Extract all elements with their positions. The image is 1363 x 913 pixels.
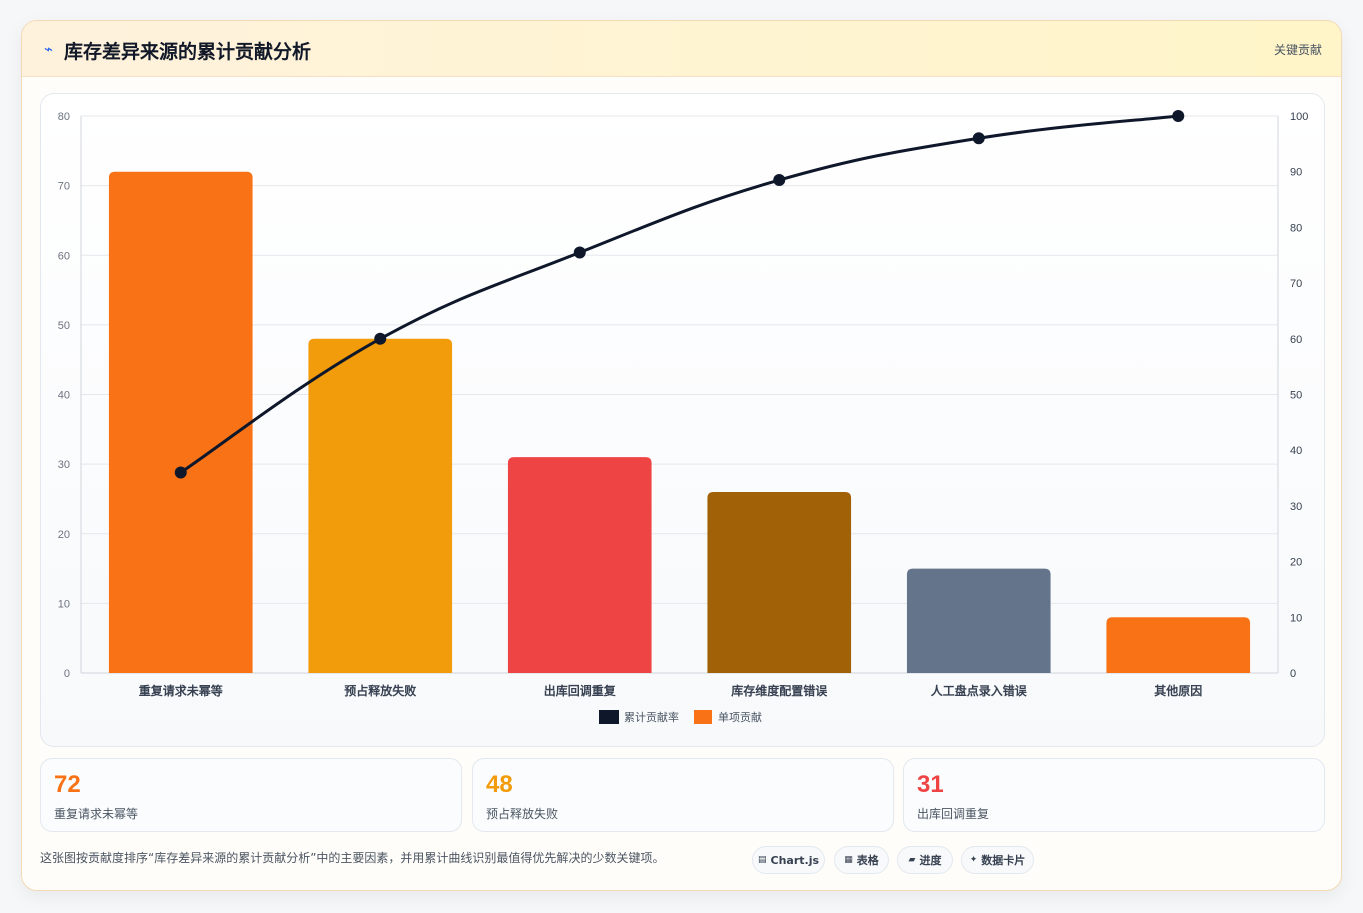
bar: [507, 457, 652, 673]
y-tick-label-right: 100: [1290, 111, 1308, 123]
cumulative-point: [374, 332, 387, 345]
x-tick-label: 库存维度配置错误: [731, 683, 828, 698]
cumulative-point: [1172, 110, 1185, 122]
y-tick-label-right: 20: [1290, 557, 1302, 569]
data-card-tag[interactable]: ✦ 数据卡片: [961, 846, 1034, 874]
cumulative-point: [972, 132, 985, 145]
bar: [308, 338, 453, 673]
stat-card: 31 出库回调重复: [903, 758, 1325, 832]
stat-value: 72: [54, 771, 81, 798]
lightning-icon: ⌁: [44, 40, 54, 58]
cumulative-point: [174, 466, 187, 479]
progress-tag[interactable]: ▰ 进度: [897, 846, 953, 874]
bar: [707, 491, 852, 673]
pill-label: 数据卡片: [981, 854, 1026, 867]
stat-card: 72 重复请求未幂等: [40, 758, 462, 832]
y-tick-label-left: 40: [58, 390, 70, 402]
stat-label: 预占释放失败: [486, 807, 559, 821]
chart-icon: ▤: [757, 855, 767, 865]
legend-swatch-bar: [694, 710, 712, 724]
card-header: ⌁ 库存差异来源的累计贡献分析 关键贡献: [22, 21, 1341, 77]
y-tick-label-right: 90: [1290, 167, 1302, 179]
stat-card: 48 预占释放失败: [472, 758, 894, 832]
stat-label: 重复请求未幂等: [54, 807, 139, 821]
legend-label: 累计贡献率: [624, 710, 679, 724]
x-tick-label: 出库回调重复: [544, 683, 617, 698]
bar: [906, 568, 1051, 673]
y-tick-label-left: 50: [58, 320, 70, 332]
pill-label: 表格: [856, 854, 879, 867]
bar: [108, 171, 253, 673]
chart-panel: 0 10 20 30 40 50 60 70 80 0 10 20 30 40 50 60 70 80 90 100 重…: [40, 93, 1325, 747]
y-tick-label-left: 30: [58, 459, 70, 471]
stat-label: 出库回调重复: [917, 807, 990, 821]
y-tick-label-left: 70: [58, 181, 70, 193]
stat-value: 48: [486, 771, 513, 798]
legend-swatch-line: [599, 710, 619, 724]
table-icon: ▦: [844, 855, 853, 865]
y-tick-label-left: 60: [58, 250, 70, 262]
x-tick-label: 其他原因: [1154, 683, 1202, 698]
analysis-card: ⌁ 库存差异来源的累计贡献分析 关键贡献 0 10 20 30 40 50 60 70 80 0 1…: [21, 20, 1342, 891]
y-tick-label-right: 10: [1290, 612, 1302, 624]
cumulative-line: [179, 114, 1179, 474]
y-tick-label-right: 60: [1290, 334, 1302, 346]
pill-label: 进度: [919, 854, 942, 867]
y-tick-label-right: 40: [1290, 445, 1302, 457]
y-tick-label-right: 70: [1290, 278, 1302, 290]
x-tick-label: 预占释放失败: [344, 683, 416, 698]
chart-description: 这张图按贡献度排序“库存差异来源的累计贡献分析”中的主要因素，并用累计曲线识别最…: [40, 851, 665, 865]
y-tick-label-left: 20: [58, 529, 70, 541]
chartjs-tag[interactable]: ▤ Chart.js: [752, 846, 825, 874]
y-tick-label-right: 80: [1290, 222, 1302, 234]
legend-label: 单项贡献: [718, 710, 762, 724]
stat-value: 31: [917, 771, 944, 798]
bar: [1106, 617, 1251, 673]
y-tick-label-left: 80: [58, 111, 70, 123]
table-tag[interactable]: ▦ 表格: [834, 846, 889, 874]
header-badge: 关键贡献: [1273, 43, 1322, 57]
y-tick-label-right: 0: [1290, 668, 1296, 680]
x-tick-label: 重复请求未幂等: [139, 683, 223, 698]
x-tick-label: 人工盘点录入错误: [931, 683, 1028, 698]
y-tick-label-left: 0: [64, 668, 70, 680]
y-tick-label-right: 30: [1290, 501, 1302, 513]
card-icon: ✦: [969, 855, 978, 865]
pareto-chart: 0 10 20 30 40 50 60 70 80 0 10 20 30 40 50 60 70 80 90 100 重…: [58, 110, 1308, 724]
progress-icon: ▰: [908, 855, 916, 865]
y-tick-label-left: 10: [58, 598, 70, 610]
pill-label: Chart.js: [770, 853, 820, 867]
y-tick-label-right: 50: [1290, 390, 1302, 402]
cumulative-point: [773, 174, 786, 187]
page-title: 库存差异来源的累计贡献分析: [64, 41, 312, 63]
cumulative-point: [573, 246, 586, 259]
